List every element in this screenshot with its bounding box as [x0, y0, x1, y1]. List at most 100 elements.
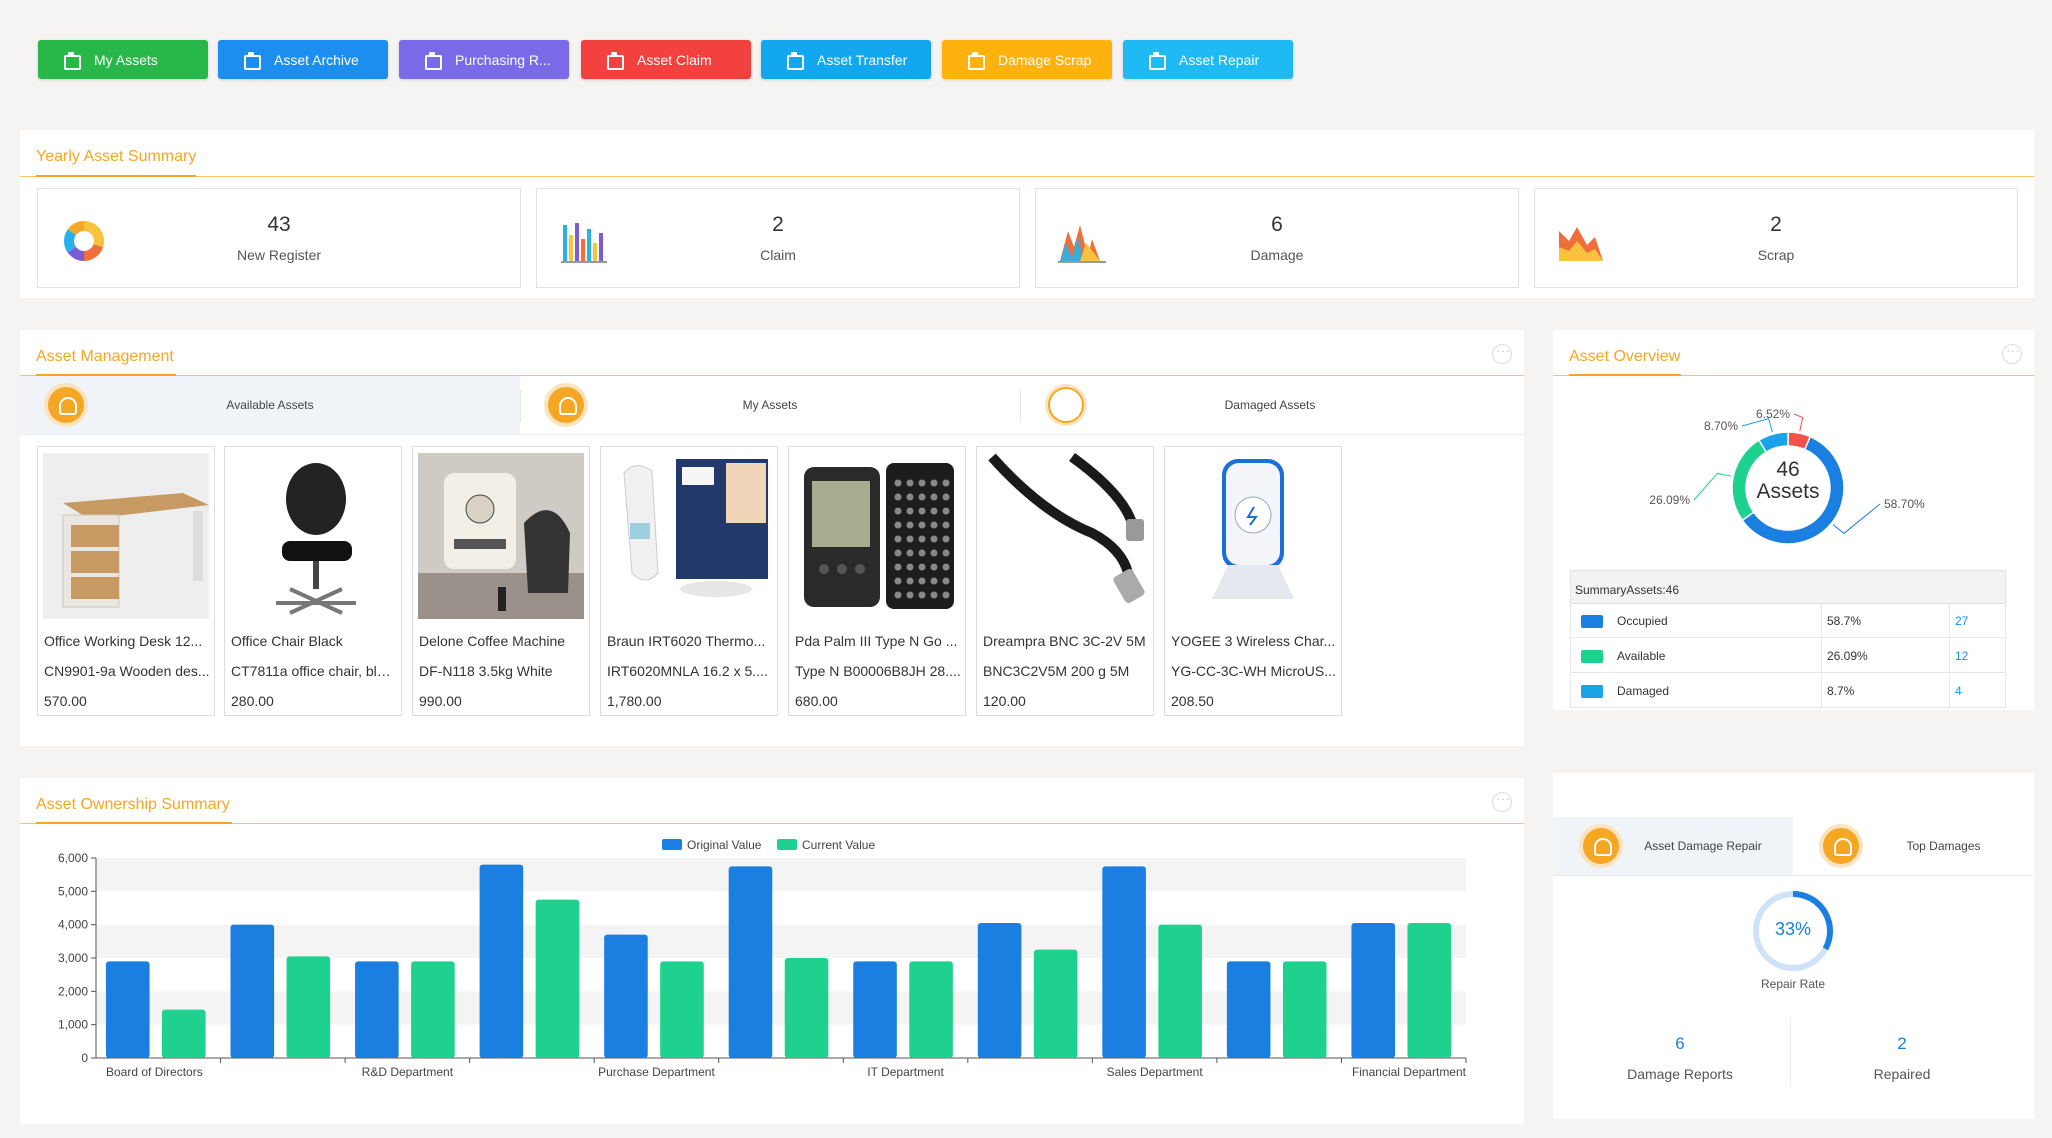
asset-price: 120.00: [983, 693, 1026, 709]
bar-original-value[interactable]: [728, 866, 773, 1058]
legend-swatch: [662, 839, 682, 850]
asset-model: Type N B00006B8JH 28....: [795, 663, 961, 679]
asset-card[interactable]: Delone Coffee Machine DF-N118 3.5kg White…: [412, 446, 590, 716]
asset-model: BNC3C2V5M 200 g 5M: [983, 663, 1130, 679]
desk-image: [43, 453, 209, 619]
asset-claim-button[interactable]: Asset Claim: [581, 40, 751, 79]
bar-current-value[interactable]: [535, 899, 580, 1058]
x-tick-label: Board of Directors: [106, 1065, 203, 1079]
stat-label: Scrap: [1757, 247, 1795, 263]
tab-label: Damaged Assets: [1224, 398, 1316, 412]
stat-value: 2: [772, 213, 784, 236]
row-percent: 58.7%: [1827, 614, 1862, 628]
tab-available-assets[interactable]: Available Assets: [20, 376, 520, 434]
button-label: Asset Archive: [274, 51, 359, 68]
damage-scrap-button[interactable]: Damage Scrap: [942, 40, 1112, 79]
bar-current-value[interactable]: [784, 958, 829, 1058]
tab-label: Asset Damage Repair: [1644, 839, 1762, 853]
asset-card[interactable]: Office Chair Black CT7811a office chair, …: [224, 446, 402, 716]
peak-chart-icon: [1058, 225, 1106, 263]
bar-current-value[interactable]: [162, 1009, 206, 1058]
summary-table-header: SummaryAssets:46: [1570, 570, 2006, 604]
stat-value: 6: [1271, 213, 1283, 236]
pda-image: [794, 453, 960, 619]
asset-price: 208.50: [1171, 693, 1214, 709]
stat-claim[interactable]: 2 Claim: [536, 188, 1020, 288]
repair-icon: [1147, 51, 1166, 70]
stat-scrap[interactable]: 2 Scrap: [1534, 188, 2018, 288]
bar-current-value[interactable]: [660, 961, 704, 1058]
summary-row-available: Available 26.09% 12: [1570, 639, 2006, 673]
asset-price: 280.00: [231, 693, 274, 709]
row-count-link[interactable]: 4: [1955, 684, 1962, 698]
scrap-icon: [966, 51, 985, 70]
x-tick-label: Financial Department: [1352, 1065, 1467, 1079]
row-count-link[interactable]: 27: [1955, 614, 1969, 628]
asset-overview-panel: Asset Overview: [1553, 330, 2034, 710]
legend-swatch: [1581, 650, 1603, 663]
button-label: Asset Transfer: [817, 51, 908, 68]
bar-current-value[interactable]: [286, 956, 331, 1058]
bar-current-value[interactable]: [1282, 961, 1327, 1058]
tab-label: My Assets: [742, 398, 798, 412]
layers-icon: [48, 387, 84, 423]
bar-current-value[interactable]: [411, 961, 455, 1058]
bar-original-value[interactable]: [105, 961, 150, 1058]
my-assets-button[interactable]: My Assets: [38, 40, 208, 79]
button-label: Purchasing R...: [455, 51, 551, 68]
repair-rate-ring: [1753, 891, 1833, 971]
tab-asset-damage-repair[interactable]: Asset Damage Repair: [1553, 817, 1793, 875]
x-tick-label: IT Department: [867, 1065, 944, 1079]
tab-top-damages[interactable]: Top Damages: [1793, 817, 2034, 875]
tab-damaged-assets[interactable]: Damaged Assets: [1020, 376, 1520, 434]
bar-current-value[interactable]: [1158, 924, 1202, 1058]
stat-new-register[interactable]: 43 New Register: [37, 188, 521, 288]
bar-original-value[interactable]: [230, 924, 275, 1058]
tab-my-assets[interactable]: My Assets: [520, 376, 1020, 434]
bar-original-value[interactable]: [853, 961, 897, 1058]
asset-card[interactable]: Pda Palm III Type N Go ... Type N B00006B…: [788, 446, 966, 716]
bar-original-value[interactable]: [604, 934, 648, 1058]
bar-original-value[interactable]: [1102, 866, 1146, 1058]
bar-original-value[interactable]: [1351, 923, 1396, 1058]
asset-card[interactable]: Braun IRT6020 Thermo... IRT6020MNLA 16.2 …: [600, 446, 778, 716]
bar-original-value[interactable]: [1226, 961, 1271, 1058]
asset-archive-button[interactable]: Asset Archive: [218, 40, 388, 79]
bar-current-value[interactable]: [909, 961, 953, 1058]
bar-original-value[interactable]: [479, 864, 524, 1058]
bar-current-value[interactable]: [1407, 923, 1452, 1058]
stat-damage[interactable]: 6 Damage: [1035, 188, 1519, 288]
bar-original-value[interactable]: [355, 961, 399, 1058]
donut-slice-damaged[interactable]: [1757, 431, 1789, 454]
donut-slice-occupied[interactable]: [1741, 435, 1845, 545]
bar-original-value[interactable]: [977, 923, 1022, 1058]
claim-icon: [605, 51, 624, 70]
more-options-icon[interactable]: [1492, 342, 1512, 364]
row-count-link[interactable]: 12: [1955, 649, 1969, 663]
asset-transfer-button[interactable]: Asset Transfer: [761, 40, 931, 79]
damage-reports-label: Damage Reports: [1627, 1066, 1733, 1082]
asset-model: YG-CC-3C-WH MicroUS...: [1171, 663, 1336, 679]
y-tick-label: 2,000: [58, 984, 88, 998]
asset-card[interactable]: Office Working Desk 12... CN9901-9a Woode…: [37, 446, 215, 716]
repair-rate-label: Repair Rate: [1760, 977, 1826, 991]
donut-label: 58.70%: [1884, 497, 1925, 511]
asset-price: 570.00: [44, 693, 87, 709]
row-name: Available: [1617, 649, 1666, 663]
legend-label[interactable]: Current Value: [802, 838, 875, 852]
donut-center-label: Assets: [1756, 480, 1820, 503]
asset-card[interactable]: Dreampra BNC 3C-2V 5M BNC3C2V5M 200 g 5M 1…: [976, 446, 1154, 716]
bar-current-value[interactable]: [1033, 949, 1078, 1058]
asset-repair-button[interactable]: Asset Repair: [1123, 40, 1293, 79]
repaired-label: Repaired: [1873, 1066, 1931, 1082]
more-options-icon[interactable]: [2002, 342, 2022, 364]
x-tick-label: Purchase Department: [598, 1065, 715, 1079]
asset-card[interactable]: YOGEE 3 Wireless Char... YG-CC-3C-WH Micr…: [1164, 446, 1342, 716]
damage-reports-value: 6: [1675, 1034, 1685, 1053]
legend-label[interactable]: Original Value: [687, 838, 762, 852]
legend-swatch: [1581, 615, 1603, 628]
purchasing-r-button[interactable]: Purchasing R...: [399, 40, 569, 79]
more-options-icon[interactable]: [1492, 790, 1512, 812]
y-tick-label: 4,000: [58, 918, 88, 932]
transfer-icon: [785, 51, 804, 70]
